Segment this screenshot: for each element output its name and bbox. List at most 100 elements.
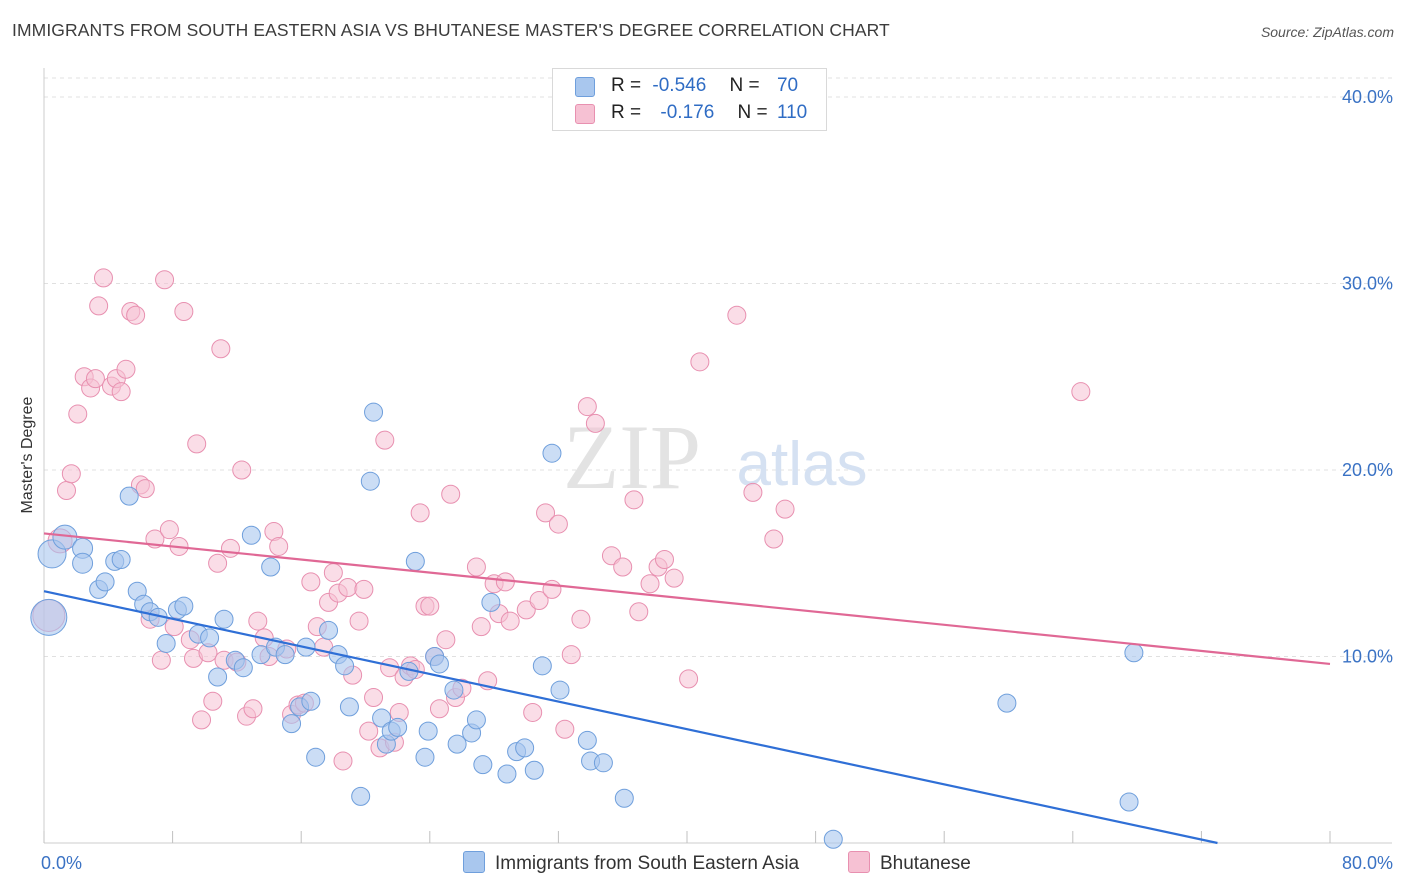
sea-point xyxy=(72,552,94,574)
bottom-legend-bhutanese: Bhutanese xyxy=(848,851,971,877)
bottom-legend-label-bhutanese: Bhutanese xyxy=(880,853,971,874)
sea-point xyxy=(1119,792,1139,812)
sea-point xyxy=(174,596,194,616)
bhutanese-point xyxy=(571,609,591,629)
sea-point xyxy=(473,755,493,775)
sea-point xyxy=(542,443,562,463)
bhutanese-point xyxy=(523,702,543,722)
bhutanese-point xyxy=(248,611,268,631)
sea-point xyxy=(364,402,384,422)
sea-point xyxy=(111,550,131,570)
bhutanese-point xyxy=(743,482,763,502)
sea-point xyxy=(418,721,438,741)
sea-point xyxy=(208,667,228,687)
sea-point xyxy=(233,658,253,678)
sea-point xyxy=(372,708,392,728)
bhutanese-point xyxy=(436,630,456,650)
y-tick-label: 30.0% xyxy=(1342,274,1393,294)
legend-swatch-bhutanese xyxy=(575,104,595,124)
sea-point xyxy=(429,654,449,674)
sea-point xyxy=(95,572,115,592)
sea-point xyxy=(577,730,597,750)
sea-point xyxy=(241,525,261,545)
bhutanese-point xyxy=(727,305,747,325)
bottom-legend-label-sea: Immigrants from South Eastern Asia xyxy=(495,853,800,874)
sea-point xyxy=(997,693,1017,713)
bhutanese-point xyxy=(577,397,597,417)
bhutanese-point xyxy=(640,574,660,594)
bhutanese-point xyxy=(429,699,449,719)
bhutanese-point xyxy=(410,503,430,523)
sea-point xyxy=(319,620,339,640)
sea-point xyxy=(515,738,535,758)
legend-n-value-sea: 70 xyxy=(776,75,799,96)
sea-point xyxy=(466,710,486,730)
sea-point xyxy=(156,633,176,653)
sea-point xyxy=(497,764,517,784)
sea-point xyxy=(524,760,544,780)
bhutanese-point xyxy=(500,611,520,631)
bhutanese-point xyxy=(323,563,343,583)
axes xyxy=(43,68,1392,844)
sea-point xyxy=(1124,643,1144,663)
sea-point xyxy=(200,628,220,648)
grid xyxy=(44,77,1392,657)
bhutanese-point xyxy=(542,579,562,599)
chart-title: IMMIGRANTS FROM SOUTH EASTERN ASIA VS BH… xyxy=(12,20,890,40)
bhutanese-point xyxy=(89,296,109,316)
bhutanese-point xyxy=(111,382,131,402)
bhutanese-point xyxy=(654,550,674,570)
bhutanese-point xyxy=(220,538,240,558)
bhutanese-point xyxy=(269,536,289,556)
bhutanese-point xyxy=(211,339,231,359)
bhutanese-point xyxy=(471,617,491,637)
bhutanese-point xyxy=(629,602,649,622)
bhutanese-point xyxy=(775,499,795,519)
legend-n-label: N = xyxy=(729,75,760,96)
bhutanese-point xyxy=(174,301,194,321)
bhutanese-point xyxy=(664,568,684,588)
bhutanese-point xyxy=(192,710,212,730)
bhutanese-point xyxy=(187,434,207,454)
bhutanese-point xyxy=(585,413,605,433)
bhutanese-point xyxy=(354,579,374,599)
sea-trendline xyxy=(43,590,1218,845)
bhutanese-point xyxy=(441,484,461,504)
sea-point xyxy=(481,592,501,612)
sea-point xyxy=(282,714,302,734)
sea-point xyxy=(415,747,435,767)
sea-point xyxy=(351,786,371,806)
y-tick-label: 10.0% xyxy=(1342,647,1393,667)
bhutanese-point xyxy=(375,430,395,450)
sea-point xyxy=(444,680,464,700)
bhutanese-point xyxy=(529,591,549,611)
sea-point xyxy=(339,697,359,717)
bhutanese-point xyxy=(155,270,175,290)
sea-point xyxy=(119,486,139,506)
bhutanese-point xyxy=(232,460,252,480)
bhutanese-point xyxy=(1071,382,1091,402)
bhutanese-trendline xyxy=(43,532,1331,666)
sea-point xyxy=(306,747,326,767)
bhutanese-point xyxy=(420,596,440,616)
bhutanese-point xyxy=(203,691,223,711)
legend-r-value-bhutanese: -0.176 xyxy=(660,102,715,123)
bhutanese-point xyxy=(333,751,353,771)
sea-point xyxy=(823,829,843,849)
bhutanese-point xyxy=(516,600,536,620)
bhutanese-point xyxy=(601,546,621,566)
bhutanese-point xyxy=(359,721,379,741)
sea-point xyxy=(550,680,570,700)
legend-r-label: R = xyxy=(611,102,642,123)
bhutanese-point xyxy=(159,520,179,540)
bottom-legend-swatch-sea xyxy=(463,851,485,873)
y-tick-label: 40.0% xyxy=(1342,87,1393,107)
tick-labels: 10.0% 20.0% 30.0% 40.0% 0.0% 80.0% xyxy=(41,87,1393,873)
sea-point xyxy=(214,609,234,629)
sea-point xyxy=(360,471,380,491)
bhutanese-point xyxy=(466,557,486,577)
bhutanese-point xyxy=(126,305,146,325)
sea-point xyxy=(447,734,467,754)
bhutanese-point xyxy=(68,404,88,424)
